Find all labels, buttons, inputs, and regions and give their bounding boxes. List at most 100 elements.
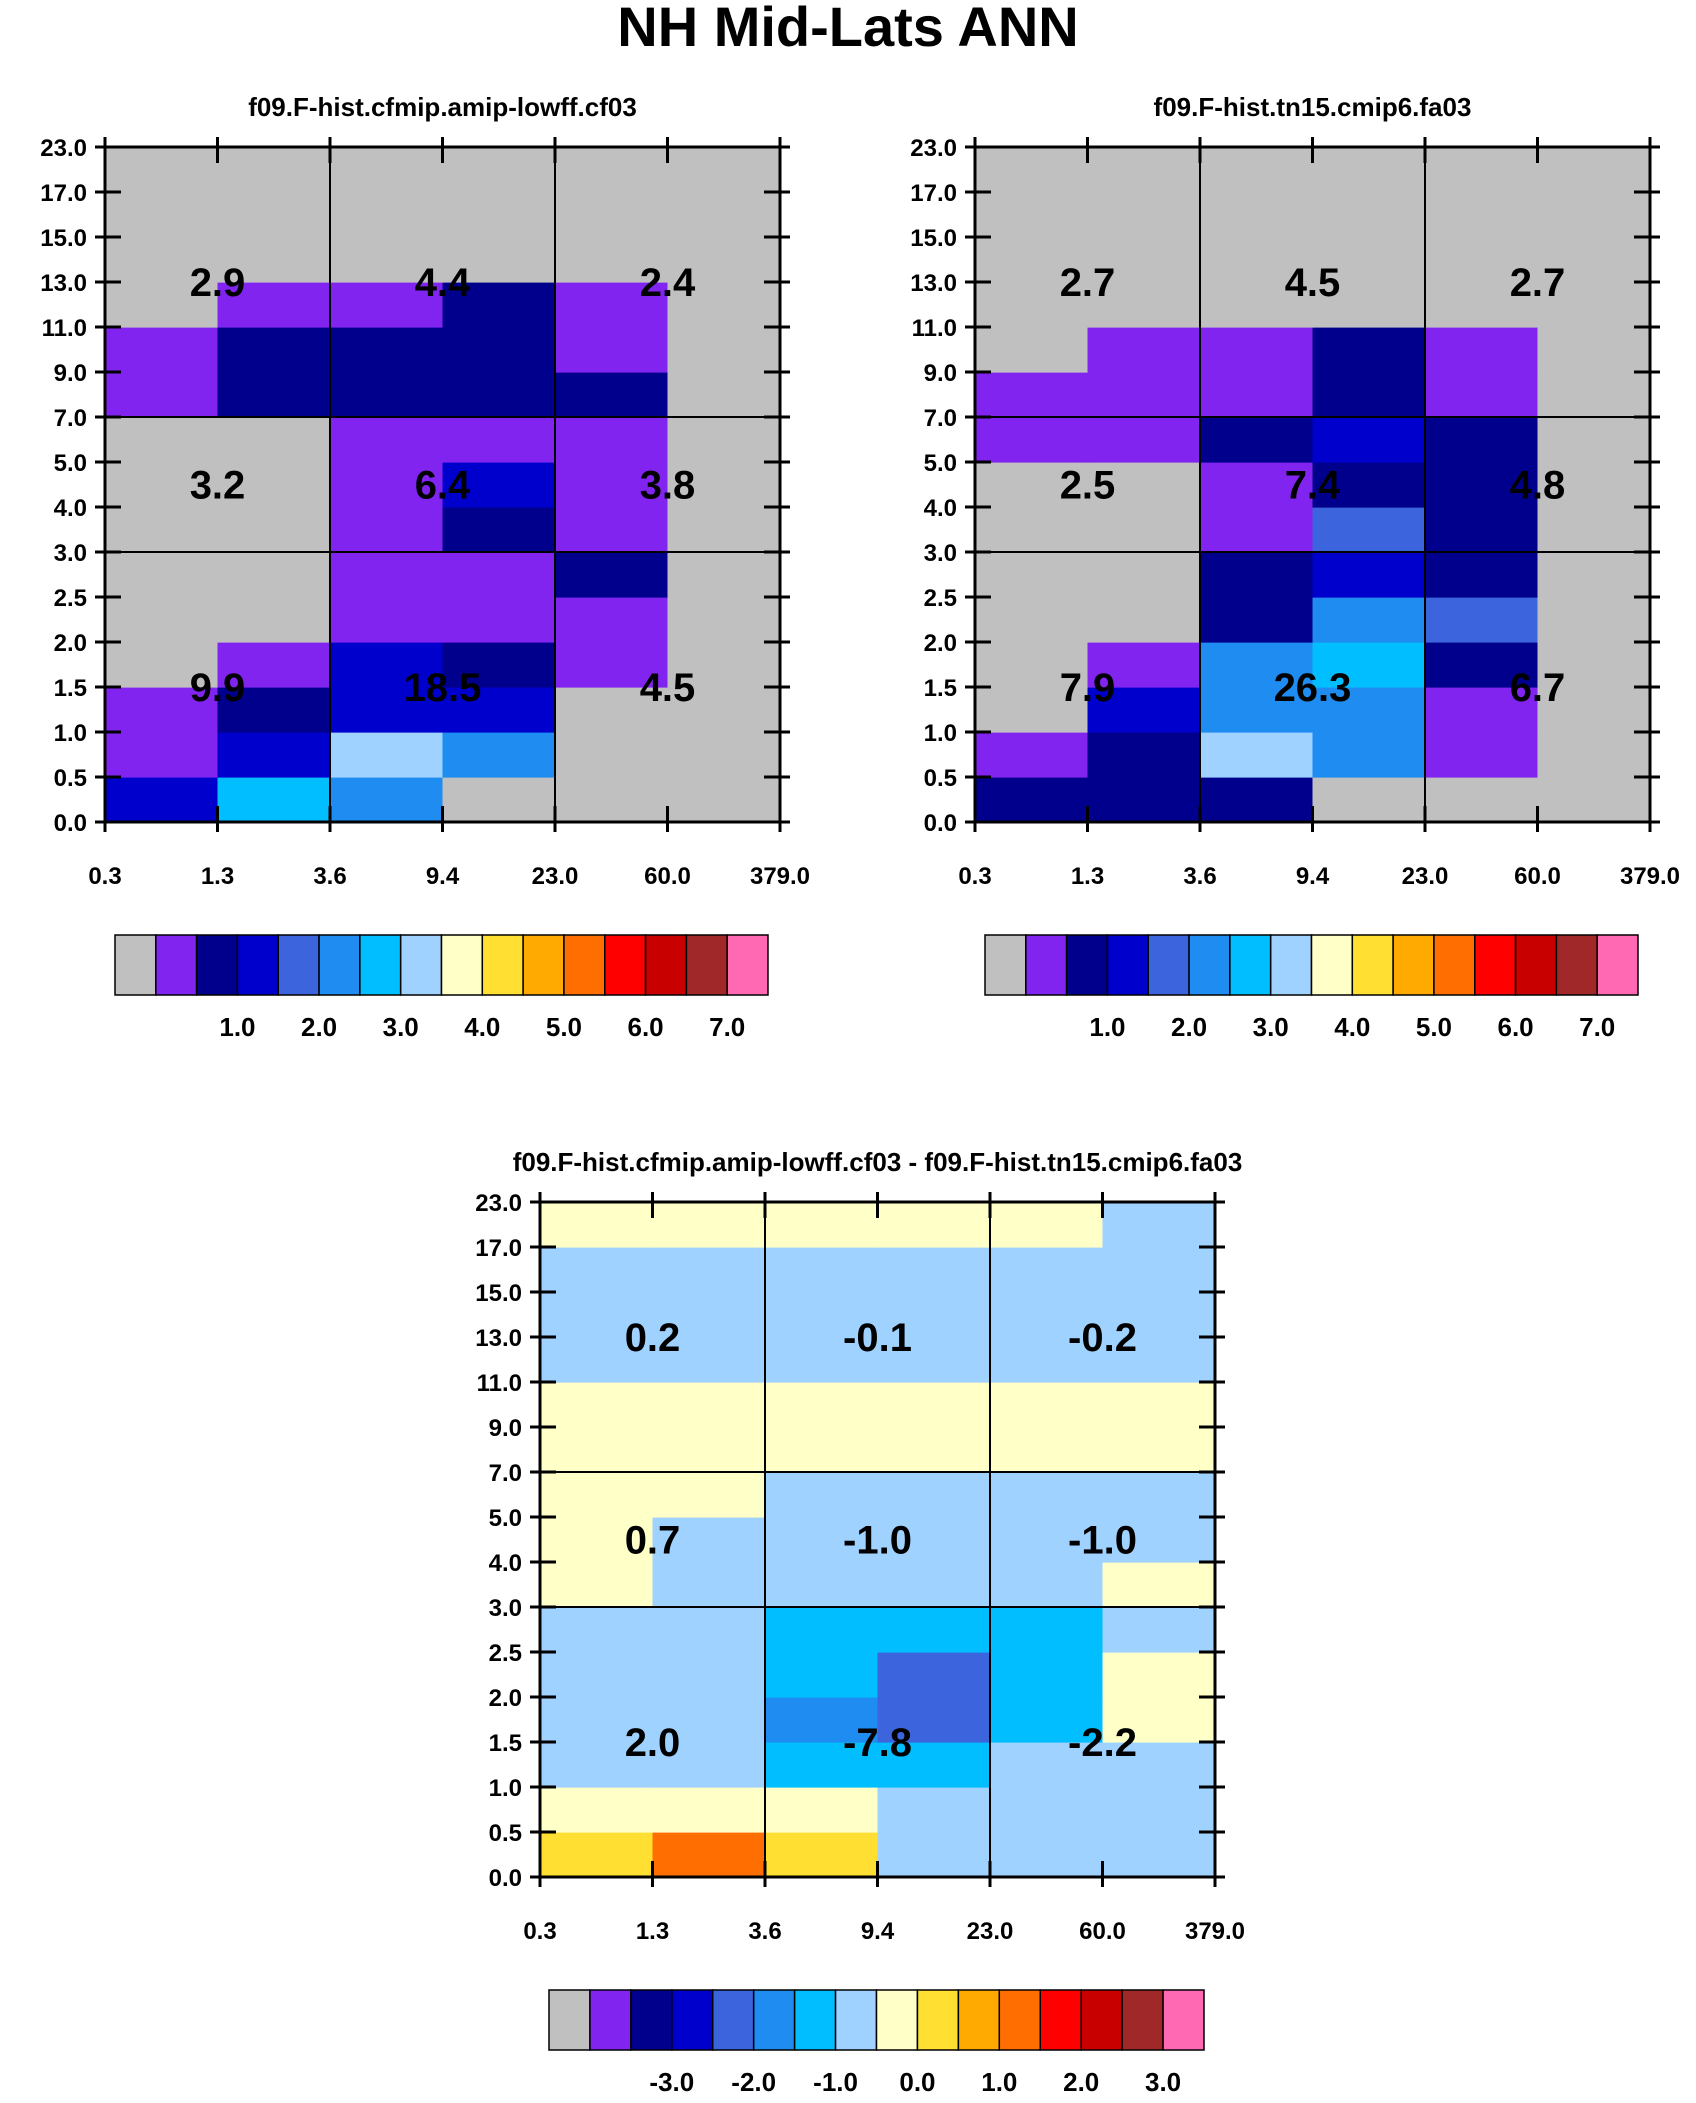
summary-value-label: 2.9 xyxy=(190,261,246,305)
colorbar-swatch xyxy=(957,1989,1001,2051)
heatmap-cell xyxy=(1087,147,1201,193)
heatmap-cell xyxy=(1200,597,1314,643)
heatmap-cell xyxy=(540,1832,654,1878)
colorbar-label: -3.0 xyxy=(649,2067,694,2097)
heatmap-cell xyxy=(1200,372,1314,418)
y-tick-label: 1.0 xyxy=(54,720,87,747)
heatmap-cell xyxy=(540,1382,654,1428)
heatmap-cell xyxy=(105,687,219,733)
heatmap-cell xyxy=(1425,642,1539,688)
y-tick-label: 7.0 xyxy=(489,1460,522,1487)
heatmap-cell xyxy=(540,1787,654,1833)
heatmap-cell xyxy=(652,1427,766,1473)
colorbar-swatch xyxy=(1065,934,1109,996)
heatmap-cell xyxy=(765,1832,879,1878)
colorbar-label: 3.0 xyxy=(1253,1012,1289,1042)
x-tick-label: 0.3 xyxy=(523,1918,556,1945)
colorbar-swatch xyxy=(195,934,239,996)
heatmap-cell xyxy=(1102,1562,1216,1608)
heatmap-cell xyxy=(442,732,556,778)
colorbar: -3.0 -2.0 -1.0 0.0 1.0 2.0 3.0 xyxy=(548,1989,1205,2097)
heatmap-cell xyxy=(1102,1697,1216,1743)
heatmap-cell xyxy=(765,1652,879,1698)
colorbar-swatch xyxy=(440,934,484,996)
heatmap-cell xyxy=(652,1337,766,1383)
heatmap-cell xyxy=(1537,597,1651,643)
heatmap-cell xyxy=(1087,552,1201,598)
colorbar-label: 4.0 xyxy=(464,1012,500,1042)
summary-value-label: 6.4 xyxy=(415,464,471,508)
heatmap-cell xyxy=(1425,507,1539,553)
colorbar-swatch xyxy=(318,934,361,996)
heatmap-cell xyxy=(667,687,781,733)
heatmap-cell xyxy=(1200,237,1314,283)
panel-title: f09.F-hist.cfmip.amip-lowff.cf03 - f09.F… xyxy=(513,1147,1243,1177)
colorbar-label: 3.0 xyxy=(383,1012,419,1042)
summary-value-label: 0.7 xyxy=(625,1519,681,1563)
heatmap-cell xyxy=(1312,642,1426,688)
heatmap-cell xyxy=(667,372,781,418)
heatmap-cell xyxy=(330,507,444,553)
summary-value-label: -2.2 xyxy=(1068,1721,1137,1765)
heatmap-cell xyxy=(1102,1247,1216,1293)
colorbar-swatch xyxy=(630,1989,673,2051)
y-tick-label: 2.0 xyxy=(489,1685,522,1712)
heatmap-cell xyxy=(765,1202,879,1248)
heatmap-cell xyxy=(1200,417,1314,463)
heatmap-cell xyxy=(1312,237,1426,283)
heatmap-cell xyxy=(217,597,331,643)
heatmap-cell xyxy=(105,327,219,373)
heatmap-cell xyxy=(330,687,444,733)
heatmap-cell xyxy=(105,417,219,463)
heatmap-cell xyxy=(1425,687,1539,733)
heatmap-cell xyxy=(555,732,669,778)
heatmap-cell xyxy=(442,282,556,328)
heatmap-cell xyxy=(975,372,1089,418)
heatmap-cell xyxy=(105,597,219,643)
colorbar-label: -1.0 xyxy=(813,2067,858,2097)
heatmap-cell xyxy=(330,777,444,823)
heatmap-cell xyxy=(1537,372,1651,418)
heatmap-cell xyxy=(765,1742,879,1788)
colorbar-swatch xyxy=(1039,1989,1082,2051)
heatmap-cell xyxy=(217,147,331,193)
heatmap-cell xyxy=(667,552,781,598)
heatmap-cell xyxy=(1200,507,1314,553)
heatmap-cell xyxy=(105,642,219,688)
colorbar-swatch xyxy=(1555,934,1598,996)
heatmap-cell xyxy=(975,147,1089,193)
heatmap-cell xyxy=(442,147,556,193)
x-tick-label: 0.3 xyxy=(88,863,121,890)
summary-value-label: -1.0 xyxy=(843,1519,912,1563)
heatmap-cell xyxy=(652,1832,766,1878)
y-tick-label: 1.5 xyxy=(489,1730,522,1757)
heatmap-cell xyxy=(442,192,556,238)
heatmap-cell xyxy=(652,1742,766,1788)
y-tick-label: 9.0 xyxy=(54,360,87,387)
heatmap-cell xyxy=(442,597,556,643)
heatmap-cell xyxy=(1537,417,1651,463)
colorbar-label: 2.0 xyxy=(1171,1012,1207,1042)
summary-value-label: -0.1 xyxy=(843,1316,912,1360)
summary-value-label: 2.4 xyxy=(640,261,696,305)
y-tick-label: 11.0 xyxy=(42,315,87,342)
y-tick-label: 1.5 xyxy=(54,675,87,702)
heatmap-cell xyxy=(330,597,444,643)
heatmap-cell xyxy=(1087,237,1201,283)
heatmap-cell xyxy=(540,1562,654,1608)
heatmap-cell xyxy=(765,1427,879,1473)
y-tick-label: 7.0 xyxy=(924,405,957,432)
heatmap-cell xyxy=(217,372,331,418)
heatmap-cell xyxy=(330,552,444,598)
heatmap-cell xyxy=(330,147,444,193)
heatmap-cell xyxy=(877,1202,991,1248)
heatmap-cell xyxy=(765,1337,879,1383)
heatmap-cell xyxy=(1087,327,1201,373)
heatmap-cell xyxy=(877,1742,991,1788)
heatmap-cell xyxy=(877,1427,991,1473)
heatmap-cell xyxy=(105,732,219,778)
colorbar-swatch xyxy=(752,1989,796,2051)
heatmap-cell xyxy=(877,1607,991,1653)
colorbar-swatch xyxy=(1474,934,1517,996)
heatmap-cell xyxy=(105,282,219,328)
